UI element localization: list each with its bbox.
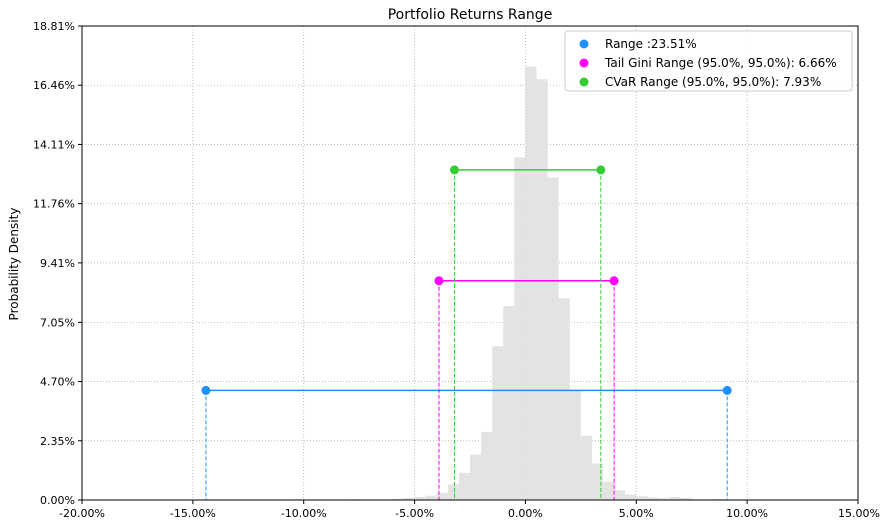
- histogram-bar: [647, 497, 659, 500]
- histogram-bar: [447, 484, 459, 500]
- y-tick-label: 2.35%: [40, 435, 75, 448]
- x-tick-label: 10.00%: [726, 507, 768, 520]
- histogram-bar: [614, 490, 626, 500]
- x-tick-label: -15.00%: [170, 507, 216, 520]
- histogram-bar: [503, 305, 515, 500]
- y-tick-label: 14.11%: [33, 138, 75, 151]
- histogram-bar: [536, 79, 548, 500]
- y-axis-label: Probability Density: [7, 208, 21, 321]
- histogram-bar: [470, 454, 482, 500]
- range-markers: [201, 165, 732, 500]
- range-end-point: [722, 385, 732, 395]
- histogram-bar: [658, 498, 670, 500]
- histogram-bar: [569, 390, 581, 500]
- y-axis-ticks: 0.00% 2.35% 4.70% 7.05% 9.41% 11.76% 14.11% 16.…: [33, 20, 82, 507]
- histogram-bar: [525, 66, 537, 500]
- histogram-bar: [514, 157, 526, 500]
- histogram-bar: [481, 431, 493, 500]
- histogram: [281, 66, 725, 500]
- histogram-bar: [436, 492, 448, 500]
- histogram-bar: [669, 496, 681, 500]
- histogram-bar: [547, 177, 559, 500]
- histogram-bar: [580, 435, 592, 500]
- legend-box: [564, 30, 853, 92]
- x-tick-label: -5.00%: [395, 507, 434, 520]
- x-tick-label: 15.00%: [838, 507, 880, 520]
- histogram-bar: [403, 497, 415, 500]
- range-start-point: [201, 385, 211, 395]
- histogram-bar: [603, 481, 615, 500]
- y-tick-label: 0.00%: [40, 494, 75, 507]
- chart-title: Portfolio Returns Range: [388, 7, 553, 23]
- x-tick-label: 0.00%: [508, 507, 543, 520]
- legend-marker: [579, 58, 589, 68]
- histogram-bar: [680, 497, 692, 500]
- legend: Range :23.51% Tail Gini Range (95.0%, 95.…: [564, 30, 853, 92]
- y-tick-label: 4.70%: [40, 376, 75, 389]
- range-start-point: [449, 165, 459, 175]
- range-end-point: [596, 165, 606, 175]
- histogram-bar: [625, 494, 637, 500]
- legend-label: Range :23.51%: [605, 37, 697, 51]
- range-end-point: [609, 276, 619, 286]
- histogram-bar: [425, 495, 437, 500]
- histogram-bar: [392, 498, 404, 500]
- y-tick-label: 18.81%: [33, 20, 75, 33]
- histogram-bar: [713, 498, 725, 500]
- histogram-bar: [591, 463, 604, 500]
- legend-label: Tail Gini Range (95.0%, 95.0%): 6.66%: [604, 56, 837, 70]
- x-tick-label: 5.00%: [619, 507, 654, 520]
- y-tick-label: 7.05%: [40, 316, 75, 329]
- legend-marker: [579, 39, 589, 49]
- range-start-point: [434, 276, 444, 286]
- y-tick-label: 9.41%: [40, 257, 75, 270]
- y-tick-label: 11.76%: [33, 198, 75, 211]
- x-tick-label: -10.00%: [281, 507, 327, 520]
- histogram-bar: [636, 496, 648, 500]
- legend-label: CVaR Range (95.0%, 95.0%): 7.93%: [605, 75, 821, 89]
- y-tick-label: 16.46%: [33, 79, 75, 92]
- x-axis-ticks: -20.00% -15.00% -10.00% -5.00% 0.00% 5.00% 10.…: [59, 500, 880, 520]
- histogram-bar: [458, 472, 470, 500]
- legend-marker: [579, 77, 589, 87]
- histogram-bar: [558, 298, 570, 500]
- histogram-bar: [414, 496, 426, 500]
- histogram-bar: [492, 346, 504, 500]
- x-tick-label: -20.00%: [59, 507, 105, 520]
